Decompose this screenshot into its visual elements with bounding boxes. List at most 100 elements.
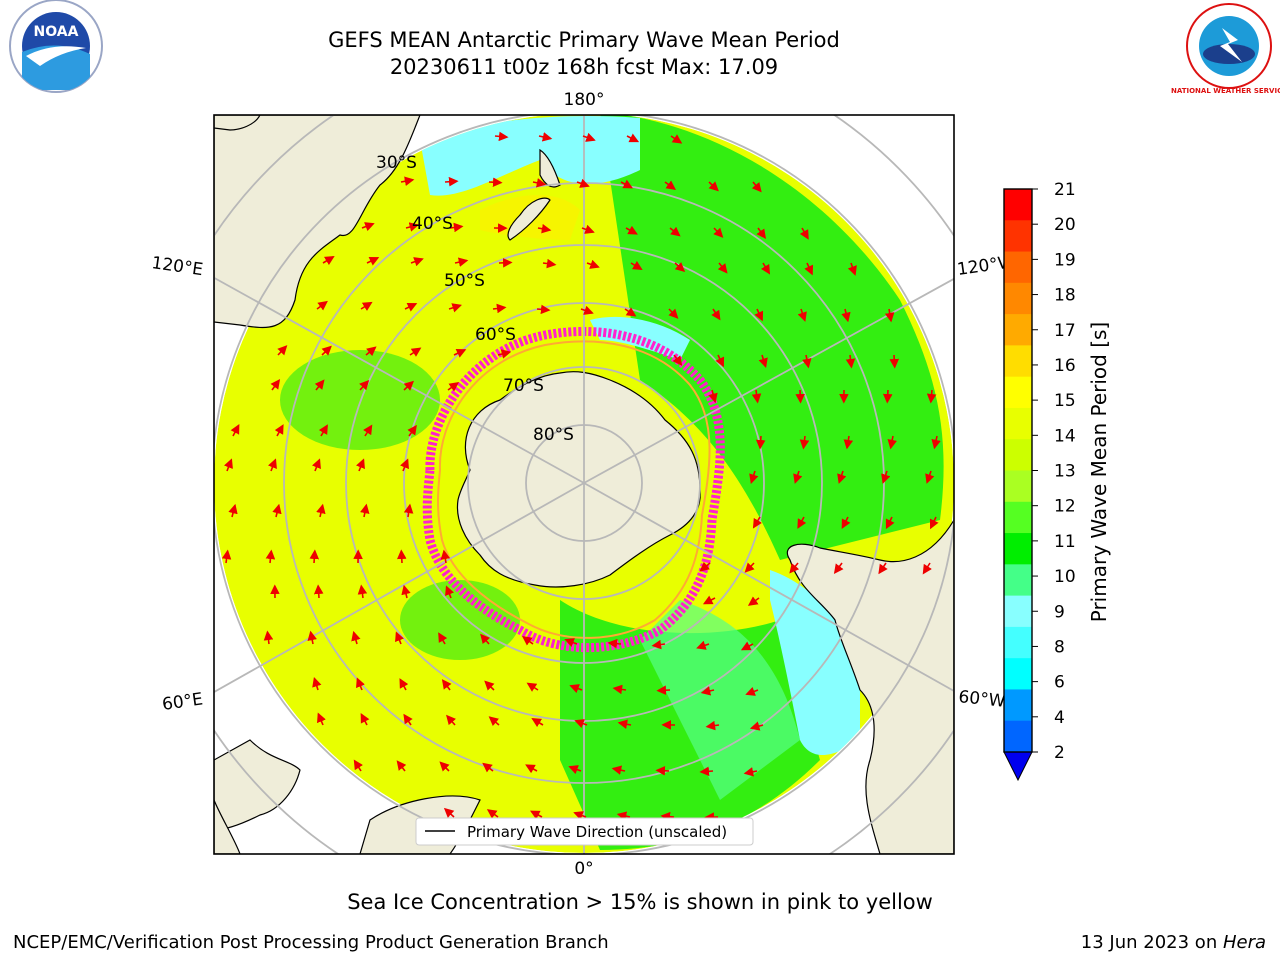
- wave-arrow: [400, 176, 415, 186]
- wave-arrow: [611, 765, 626, 775]
- wave-arrow: [705, 720, 720, 731]
- colorbar-segment: [1004, 564, 1032, 597]
- colorbar: 21 20 19 18 17 16 15 14 13 12 11 10 9 8 6 4 2: [1003, 180, 1076, 782]
- wave-arrow: [446, 714, 456, 726]
- wave-arrow: [360, 503, 370, 518]
- lon-label-120e: 120°E: [150, 253, 204, 280]
- wave-arrow: [841, 308, 851, 323]
- colorbar-segment: [1004, 282, 1032, 315]
- wave-arrow: [668, 308, 679, 319]
- colorbar-segment: [1004, 220, 1032, 253]
- colorbar-tick-label: 8: [1054, 637, 1065, 657]
- wave-arrow: [270, 379, 281, 391]
- wave-arrow: [309, 549, 320, 564]
- wave-arrow: [586, 259, 600, 269]
- wave-arrow: [314, 379, 325, 391]
- lat-label-50s: 50°S: [444, 271, 485, 291]
- wave-arrow: [756, 227, 767, 239]
- wave-arrow: [699, 766, 714, 777]
- wave-arrow: [625, 225, 638, 235]
- latitude-labels: 30°S 40°S 50°S 60°S 70°S 80°S: [376, 153, 574, 445]
- colorbar-segment: [1004, 345, 1032, 378]
- colorbar-tick-label: 14: [1054, 426, 1076, 446]
- wave-arrow: [272, 503, 282, 518]
- wave-arrow: [438, 632, 448, 645]
- wave-arrow: [263, 630, 274, 645]
- wave-arrow: [357, 584, 368, 599]
- wave-arrow: [752, 516, 763, 529]
- wave-arrow: [365, 346, 377, 357]
- wave-arrow: [405, 222, 420, 232]
- wave-arrow: [322, 256, 335, 266]
- wave-arrow: [885, 516, 895, 530]
- wave-arrow: [630, 260, 643, 271]
- wave-arrow: [931, 435, 941, 450]
- colorbar-tick-label: 17: [1054, 321, 1076, 341]
- wave-arrow: [526, 682, 539, 692]
- wave-arrow: [351, 630, 361, 645]
- lat-label-60s: 60°S: [475, 325, 516, 345]
- wave-arrow: [316, 300, 328, 311]
- wave-arrow: [696, 640, 710, 650]
- colorbar-tick-label: 10: [1054, 567, 1076, 587]
- colorbar-tick-label: 13: [1054, 462, 1076, 482]
- wave-arrow: [396, 760, 407, 772]
- wave-arrow: [755, 435, 766, 450]
- wave-arrow: [403, 380, 414, 391]
- wave-arrow: [356, 458, 365, 472]
- wave-arrow: [360, 712, 370, 726]
- wave-arrow: [361, 222, 375, 232]
- wave-arrow: [277, 345, 288, 356]
- colorbar-segment: [1004, 720, 1032, 753]
- wave-arrow: [313, 584, 324, 599]
- wave-arrow: [498, 258, 513, 268]
- wave-arrow: [837, 470, 847, 484]
- wave-arrow: [620, 179, 634, 189]
- wave-arrow: [542, 258, 557, 269]
- colorbar-tick-label: 2: [1054, 743, 1065, 763]
- wave-arrow: [403, 713, 413, 726]
- wave-arrow: [529, 810, 543, 820]
- wave-arrow: [356, 677, 365, 691]
- wave-arrow: [492, 303, 507, 314]
- wave-arrow: [925, 470, 935, 484]
- wave-arrow: [715, 354, 725, 368]
- wave-arrow: [795, 389, 805, 404]
- colorbar-tick-label: 12: [1054, 497, 1076, 517]
- wave-arrow: [574, 719, 588, 729]
- wave-arrow: [845, 354, 856, 369]
- wave-arrow: [440, 549, 451, 564]
- lon-label-0: 0°: [574, 859, 593, 879]
- wave-arrow: [317, 712, 326, 726]
- colorbar-tick-label: 11: [1054, 532, 1076, 552]
- colorbar-segment: [1004, 470, 1032, 503]
- wave-arrow: [743, 767, 758, 777]
- wave-arrow: [484, 680, 495, 691]
- wave-arrow: [758, 354, 768, 368]
- wave-arrow: [564, 638, 578, 648]
- wave-arrow: [312, 458, 321, 472]
- wave-arrow: [409, 347, 422, 357]
- wave-arrow: [847, 262, 857, 276]
- wave-arrow: [486, 809, 499, 819]
- wave-arrow: [538, 132, 553, 142]
- wave-arrow: [395, 631, 404, 645]
- wave-arrow: [576, 178, 590, 188]
- wave-arrow: [497, 349, 512, 359]
- colorbar-tick-label: 19: [1054, 250, 1076, 270]
- wave-arrow: [843, 435, 854, 450]
- wave-arrow: [443, 807, 455, 818]
- wave-arrow: [445, 585, 454, 599]
- wave-arrow: [482, 762, 494, 773]
- wave-arrow: [568, 765, 582, 775]
- colorbar-tick-label: 16: [1054, 356, 1076, 376]
- colorbar-segment: [1004, 533, 1032, 565]
- wave-arrow: [744, 562, 755, 573]
- wave-arrow: [922, 562, 932, 575]
- lon-label-180: 180°: [564, 90, 605, 110]
- wave-arrow: [664, 180, 677, 190]
- colorbar-tick-label: 21: [1054, 180, 1076, 200]
- wave-arrow: [745, 686, 759, 696]
- nws-logo-text: NATIONAL WEATHER SERVICE: [1171, 87, 1280, 95]
- wave-arrow: [265, 549, 276, 564]
